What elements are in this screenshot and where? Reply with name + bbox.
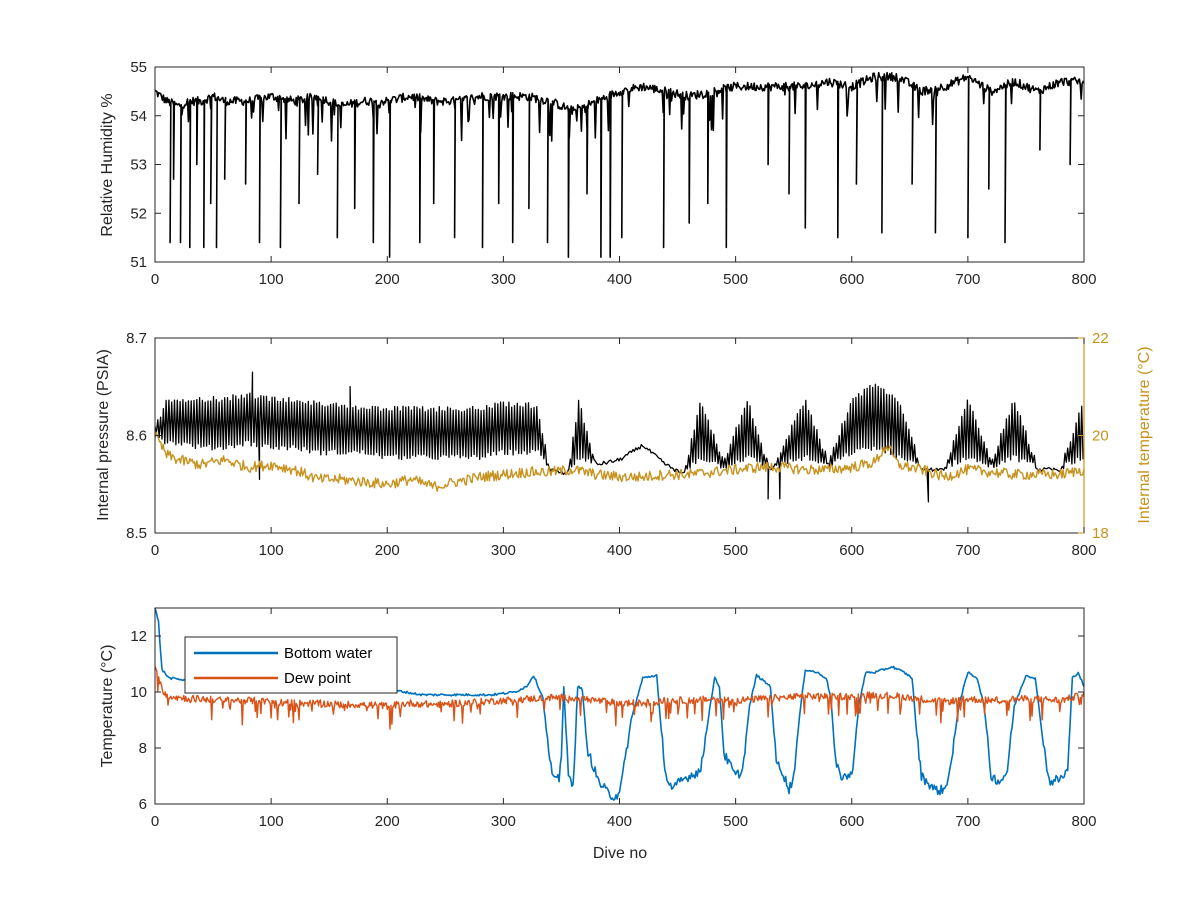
humidity-ticks: 0 100 200 300 400 500 600 700 800 51 52 53 54 55 bbox=[130, 59, 1096, 288]
pressure-ylabel: Internal pressure (PSIA) bbox=[95, 349, 112, 521]
legend-label-dew-point: Dew point bbox=[284, 670, 352, 687]
y-tick-label: 51 bbox=[130, 254, 147, 271]
y-tick-label: 52 bbox=[130, 205, 147, 222]
humidity-ylabel: Relative Humidity % bbox=[99, 93, 116, 236]
y-tick-label: 10 bbox=[130, 684, 147, 701]
x-tick-label: 500 bbox=[723, 271, 748, 288]
x-tick-label: 100 bbox=[259, 542, 284, 559]
y2-tick-label: 20 bbox=[1092, 428, 1109, 445]
x-tick-label: 700 bbox=[955, 271, 980, 288]
panel-humidity: 0 100 200 300 400 500 600 700 800 51 52 53 54 55 Rela… bbox=[99, 59, 1097, 288]
y-tick-label: 6 bbox=[139, 796, 147, 813]
x-tick-label: 100 bbox=[259, 813, 284, 830]
x-tick-label: 300 bbox=[491, 271, 516, 288]
x-tick-label: 500 bbox=[723, 813, 748, 830]
x-tick-label: 500 bbox=[723, 542, 748, 559]
legend-label-bottom-water: Bottom water bbox=[284, 645, 372, 662]
dive-no-xlabel: Dive no bbox=[593, 845, 647, 862]
humidity-series-line bbox=[154, 71, 1085, 258]
x-tick-label: 700 bbox=[955, 813, 980, 830]
x-tick-label: 800 bbox=[1071, 542, 1096, 559]
pressure-ticks: 0 100 200 300 400 500 600 700 800 8.5 8.6 8.7 18 20 22 bbox=[126, 330, 1109, 559]
x-tick-label: 100 bbox=[259, 271, 284, 288]
pressure-plot-area bbox=[154, 371, 1085, 503]
x-tick-label: 300 bbox=[491, 542, 516, 559]
y-tick-label: 8.7 bbox=[126, 330, 147, 347]
x-tick-label: 600 bbox=[839, 542, 864, 559]
dew-point-series-line bbox=[154, 666, 1085, 730]
x-tick-label: 600 bbox=[839, 271, 864, 288]
y2-tick-label: 18 bbox=[1092, 525, 1109, 542]
panel-pressure-temperature: 0 100 200 300 400 500 600 700 800 8.5 8.6 8.7 18 20 22… bbox=[95, 330, 1153, 559]
y-tick-label: 8 bbox=[139, 740, 147, 757]
temperature-ylabel: Temperature (°C) bbox=[99, 645, 116, 768]
x-tick-label: 800 bbox=[1071, 813, 1096, 830]
x-tick-label: 200 bbox=[375, 542, 400, 559]
x-tick-label: 200 bbox=[375, 271, 400, 288]
temperature-ticks: 0 100 200 300 400 500 600 700 800 6 8 10 12 bbox=[130, 608, 1097, 830]
y-tick-label: 8.5 bbox=[126, 525, 147, 542]
humidity-plot-area bbox=[154, 71, 1085, 258]
panel-temperature: 0 100 200 300 400 500 600 700 800 6 8 10 12 Temperat… bbox=[99, 607, 1097, 862]
y-tick-label: 12 bbox=[130, 628, 147, 645]
internal-temperature-series-line bbox=[154, 431, 1085, 492]
y2-tick-label: 22 bbox=[1092, 330, 1109, 347]
x-tick-label: 0 bbox=[151, 271, 159, 288]
y-tick-label: 54 bbox=[130, 108, 147, 125]
legend-box bbox=[184, 636, 398, 694]
x-tick-label: 0 bbox=[151, 813, 159, 830]
x-tick-label: 300 bbox=[491, 813, 516, 830]
x-tick-label: 200 bbox=[375, 813, 400, 830]
x-tick-label: 400 bbox=[607, 813, 632, 830]
internal-temperature-ylabel: Internal temperature (°C) bbox=[1136, 346, 1153, 523]
legend: Bottom water Dew point bbox=[184, 636, 398, 694]
y-tick-label: 55 bbox=[130, 59, 147, 76]
x-tick-label: 400 bbox=[607, 542, 632, 559]
y-tick-label: 8.6 bbox=[126, 428, 147, 445]
x-tick-label: 400 bbox=[607, 271, 632, 288]
x-tick-label: 800 bbox=[1071, 271, 1096, 288]
internal-pressure-series-line bbox=[154, 371, 1084, 503]
x-tick-label: 600 bbox=[839, 813, 864, 830]
y-tick-label: 53 bbox=[130, 157, 147, 174]
x-tick-label: 0 bbox=[151, 542, 159, 559]
x-tick-label: 700 bbox=[955, 542, 980, 559]
